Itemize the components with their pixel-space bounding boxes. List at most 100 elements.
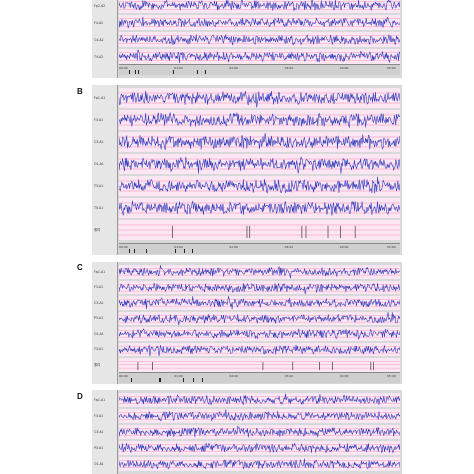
channel-label: F4-A2 (94, 20, 104, 25)
eeg-waveform (119, 409, 400, 422)
time-tick-label: 04:00 (339, 245, 349, 249)
eeg-trace (119, 132, 400, 152)
eeg-panel-d: Fp1-A1 F3-A1 C3-A1 P3-A1 O1-A1 (92, 390, 402, 474)
event-tick (196, 70, 198, 74)
eeg-trace (119, 425, 400, 439)
time-tick-label: 05:00 (387, 66, 396, 70)
channel-row: P3-A1 (92, 311, 402, 327)
channel-label: Fp1-A1 (94, 398, 106, 402)
eeg-trace (119, 342, 400, 356)
eeg-trace (119, 49, 400, 64)
panel-letter-c: C (77, 263, 83, 272)
eeg-waveform (119, 200, 400, 216)
event-tick (137, 70, 139, 74)
channel-row: T3-A1 (92, 342, 402, 358)
channel-label: Fp1-A1 (94, 96, 106, 100)
channel-row: Fp1-A1 (92, 88, 402, 109)
eeg-waveform (119, 393, 400, 406)
eeg-waveform (119, 328, 400, 340)
channel-label: Fp2-A2 (94, 3, 106, 8)
time-tick-label: 02:00 (229, 245, 239, 249)
channel-label: Fp1-A1 (94, 269, 106, 274)
channel-label-column (92, 85, 118, 255)
event-tick (146, 249, 148, 253)
eeg-waveform (119, 442, 400, 454)
time-tick-label: 02:00 (229, 374, 239, 378)
time-tick-label: 05:00 (387, 245, 396, 249)
time-tick-label: 01:00 (174, 245, 183, 249)
channel-label: F3-A1 (94, 414, 104, 418)
channel-row: O1-A1 (92, 327, 402, 342)
event-tick (128, 249, 130, 253)
eeg-waveform (119, 311, 400, 325)
eeg-panel-a: Fp2-A2 F4-A2 C4-A2 T4-A2 00:00 01:00 02:00 03:… (92, 0, 402, 78)
eeg-waveform (119, 132, 400, 151)
channel-row: Fp1-A1 (92, 265, 402, 280)
eeg-waveform (119, 90, 400, 108)
event-tick (129, 70, 131, 74)
channel-label: T3-A1 (94, 347, 104, 352)
time-tick-label: 00:00 (119, 66, 128, 70)
eeg-waveform (119, 0, 400, 12)
time-tick-label: 03:00 (284, 66, 294, 70)
eeg-trace (119, 15, 400, 30)
event-tick (173, 70, 175, 74)
event-tick (159, 378, 161, 382)
channel-label: T3-A1 (94, 184, 104, 188)
event-tick (131, 378, 133, 382)
eeg-trace (119, 220, 400, 240)
event-tick (175, 249, 177, 253)
eeg-waveform (119, 296, 400, 310)
time-axis-bar: 00:00 01:00 02:00 03:00 04:00 05:00 (119, 243, 400, 254)
channel-label: P3-A1 (94, 316, 104, 321)
channel-label: C4-A2 (94, 37, 104, 42)
eeg-trace (119, 409, 400, 423)
eeg-trace (119, 0, 400, 13)
channel-label: O1-A1 (94, 462, 104, 466)
eeg-trace (119, 176, 400, 196)
eeg-trace (119, 265, 400, 279)
channel-row: Fp2-A2 (92, 0, 402, 14)
eeg-waveform (119, 458, 400, 470)
eeg-trace (119, 358, 400, 372)
event-tick (182, 378, 184, 382)
event-tick (159, 378, 161, 382)
eeg-trace (119, 393, 400, 407)
channel-label: 事件 (94, 228, 101, 232)
channel-label: C3-A1 (94, 430, 104, 434)
eeg-waveform (119, 16, 400, 29)
channel-label: C3-A1 (94, 300, 104, 305)
channel-label: T5-A1 (94, 206, 104, 210)
eeg-waveform (119, 49, 400, 63)
eeg-trace (119, 280, 400, 294)
channel-row: T4-A2 (92, 49, 402, 65)
eeg-waveform (119, 34, 400, 46)
eeg-waveform (119, 265, 400, 279)
time-tick-label: 02:00 (229, 66, 239, 70)
time-axis-bar: 00:00 01:00 02:00 03:00 04:00 05:00 (119, 372, 400, 383)
channel-label-column (92, 0, 118, 78)
panel-letter-b: B (77, 87, 83, 96)
channel-row: F3-A1 (92, 409, 402, 424)
eeg-trace (119, 457, 400, 471)
channel-label: T4-A2 (94, 54, 104, 59)
channel-label: O1-A1 (94, 331, 104, 336)
channel-row: F4-A2 (92, 15, 402, 31)
eeg-trace (119, 441, 400, 455)
eeg-trace (119, 110, 400, 130)
channel-label: P3-A1 (94, 446, 104, 450)
panel-letter-d: D (77, 392, 83, 401)
eeg-trace (119, 154, 400, 174)
event-tick (134, 70, 136, 74)
eeg-panel-b: Fp1-A1 F3-A1 C3-A1 O1-A1 T3-A1 T5-A1 事件 00:00 0… (92, 85, 402, 255)
channel-label: O1-A1 (94, 162, 104, 166)
channel-row: 事件 (92, 220, 402, 241)
channel-row: O1-A1 (92, 154, 402, 175)
eeg-waveform (119, 344, 400, 356)
time-tick-label: 00:00 (119, 245, 128, 249)
event-tick (201, 378, 203, 382)
channel-row: 事件 (92, 358, 402, 373)
time-tick-label: 01:00 (174, 374, 183, 378)
eeg-waveform (119, 112, 400, 129)
eeg-panel-c: Fp1-A1 F3-A1 C3-A1 P3-A1 O1-A1 T3-A1 事件 00:00 0… (92, 262, 402, 384)
